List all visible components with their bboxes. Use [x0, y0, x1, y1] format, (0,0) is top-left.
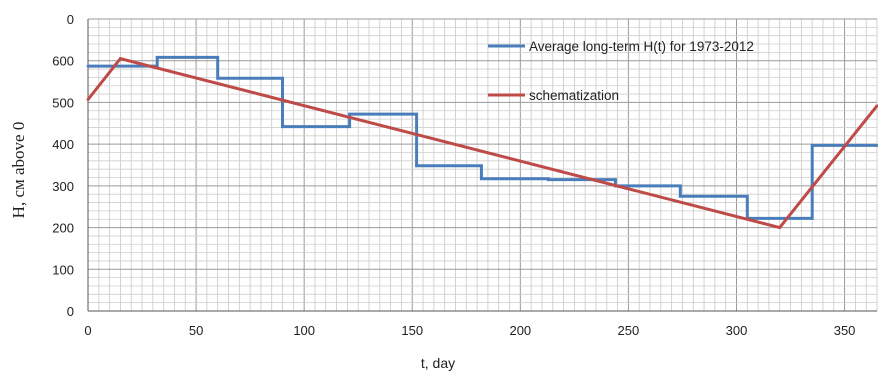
series-1-point	[348, 125, 351, 129]
series-1-point	[348, 112, 351, 116]
x-tick-label: 200	[509, 323, 531, 338]
series-1-point	[745, 194, 749, 198]
x-tick-label: 100	[293, 323, 315, 338]
y-tick-label: 200	[52, 221, 74, 236]
series-line-2	[86, 56, 878, 230]
axes	[87, 19, 877, 312]
series-1-point	[281, 76, 284, 80]
y-tick-label: 0	[67, 12, 74, 27]
x-tick-labels: 0 50 100 150 200 250 300 350	[84, 323, 855, 338]
y-tick-label: 0	[67, 304, 74, 319]
y-tick-label: 300	[52, 179, 74, 194]
x-tick-label: 300	[726, 323, 748, 338]
series-line-1	[88, 55, 877, 220]
y-tick-label: 100	[52, 262, 74, 277]
series-1-point	[810, 216, 814, 220]
series-1-point	[547, 178, 550, 182]
y-tick-label: 600	[52, 54, 74, 69]
series-2-point	[875, 104, 878, 108]
series-1-point	[415, 112, 418, 116]
legend-label-series-1: Average long-term H(t) for 1973-2012	[529, 39, 754, 54]
x-tick-label: 150	[401, 323, 423, 338]
series-2-point	[778, 226, 782, 229]
series-1-point	[216, 55, 220, 59]
x-tick-label: 50	[189, 323, 203, 338]
series-1-point	[216, 76, 220, 80]
y-tick-label: 500	[52, 95, 74, 110]
series-1-point	[480, 164, 483, 168]
series-2-point	[119, 57, 122, 61]
y-tick-label: 400	[52, 137, 74, 152]
series-1-point	[678, 194, 682, 198]
series-1-point	[415, 164, 418, 168]
series-1-point	[614, 178, 617, 182]
x-tick-label: 350	[834, 323, 856, 338]
y-axis-label: H, см above 0	[9, 122, 28, 219]
y-tick-labels: 0 100 200 300 400 500 600 0	[52, 12, 74, 319]
series-1-point	[875, 143, 878, 147]
series-1-point	[86, 64, 90, 68]
legend: Average long-term H(t) for 1973-2012 sch…	[488, 39, 754, 103]
grid	[87, 18, 878, 312]
series-2-point	[86, 98, 90, 101]
x-axis-label: t, day	[421, 355, 455, 371]
series-1-point	[678, 184, 682, 188]
x-tick-label: 250	[618, 323, 640, 338]
series-1-point	[155, 55, 159, 59]
series-1-point	[480, 177, 483, 181]
series-1-point	[281, 125, 284, 129]
x-tick-label: 0	[84, 323, 91, 338]
series-1-point	[810, 143, 814, 147]
series-layer	[86, 55, 878, 230]
legend-label-series-2: schematization	[529, 88, 619, 103]
